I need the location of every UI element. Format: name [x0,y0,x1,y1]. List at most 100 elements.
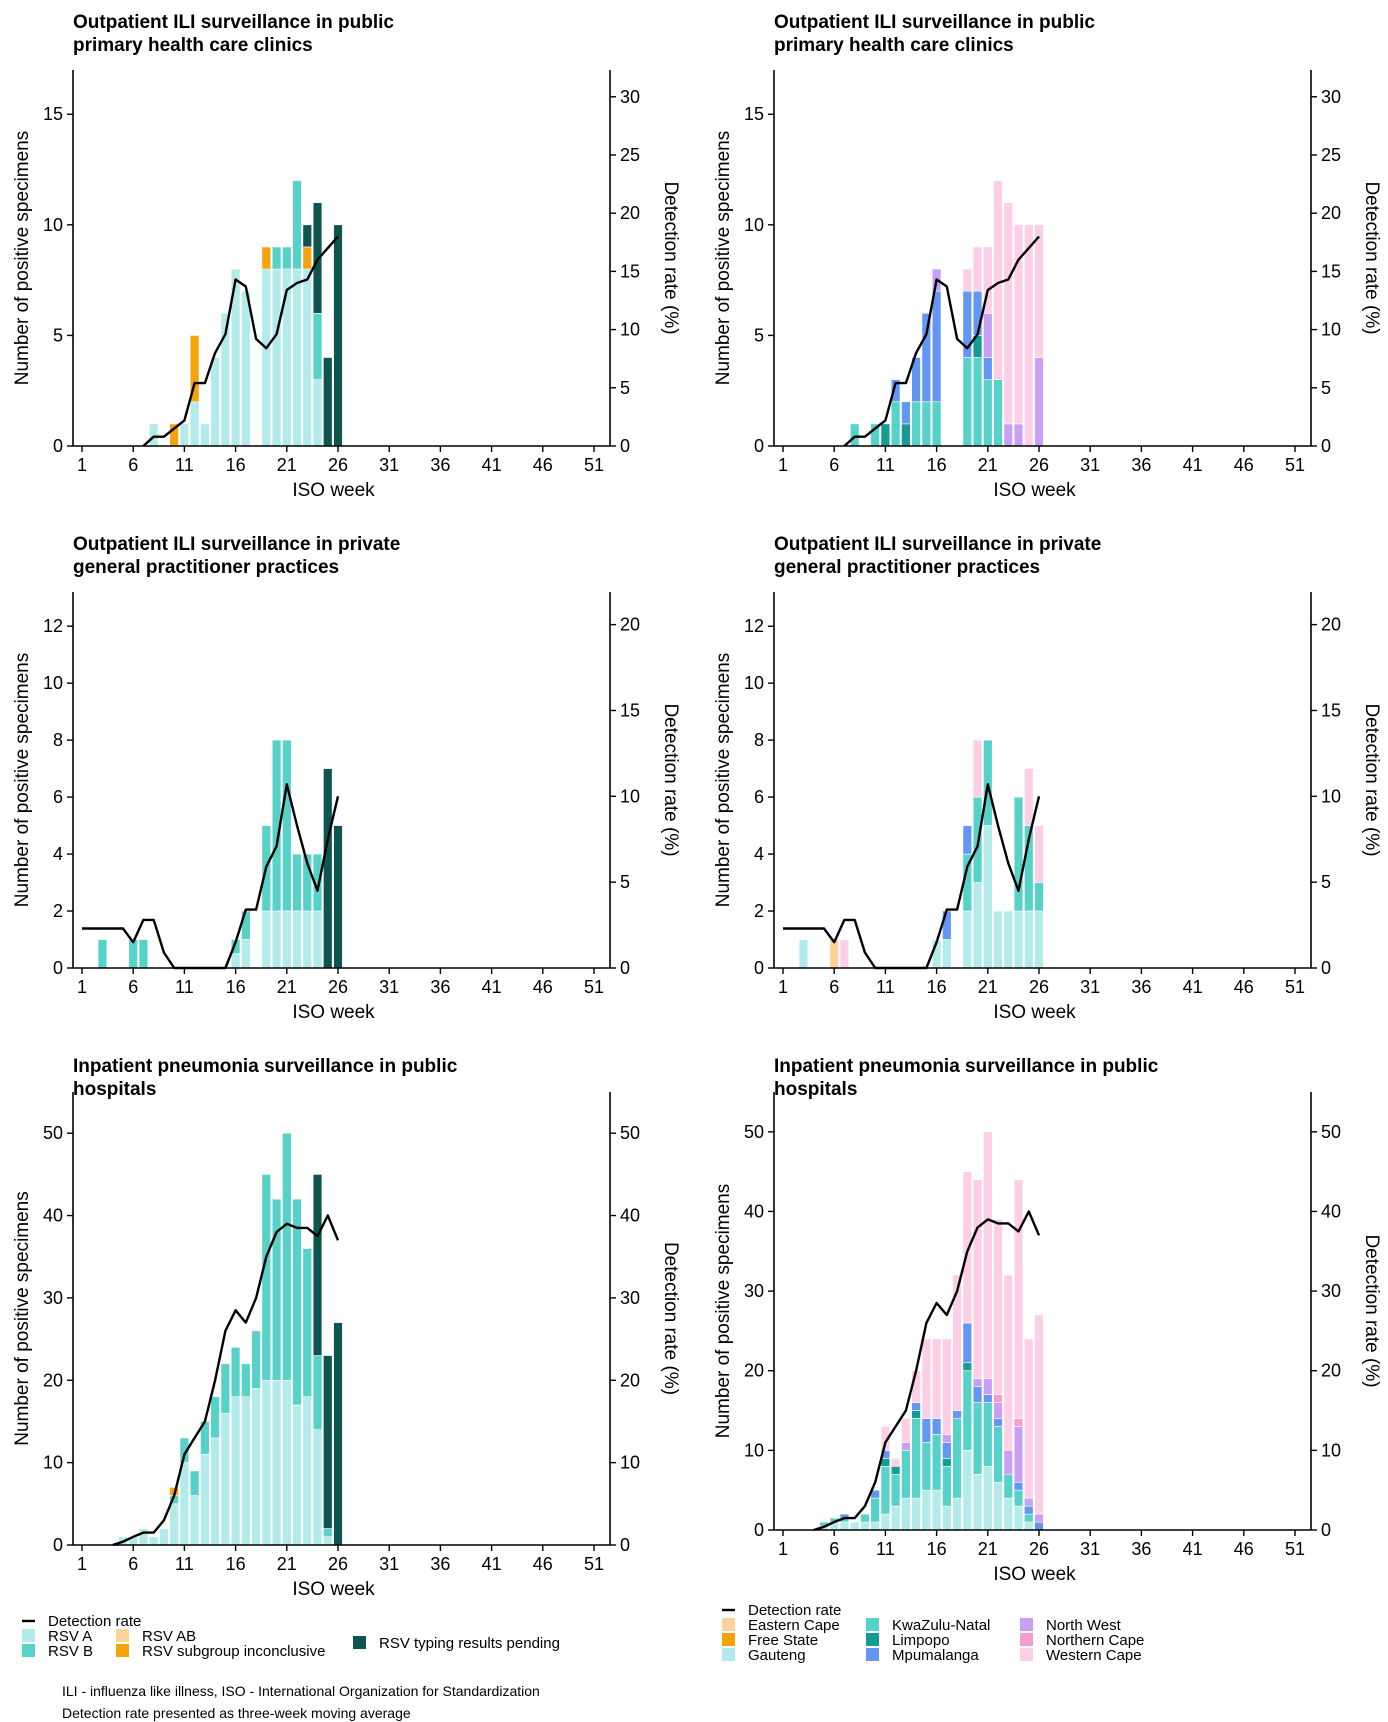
bar-gauteng-week-17 [942,1505,952,1531]
bar-rsv-a-week-18 [251,1388,261,1546]
bar-rsv-a-week-7 [138,1528,149,1546]
bar-mpumalanga-week-19 [962,1322,973,1364]
chart-title: Outpatient ILI surveillance in private ge… [73,534,400,578]
bar-mpumalanga-week-24 [1013,1481,1024,1491]
bar-rsv-a-week-14 [210,357,220,447]
y2-tick-label: 20 [620,615,640,635]
bar-rsv-subgroup-inconclusive-week-12 [189,335,200,403]
legend-swatch-rsv-typing-results-pending [353,1636,366,1649]
footnote-moving-average: Detection rate presented as three-week m… [62,1705,411,1721]
x-axis-label: ISO week [292,1002,375,1023]
legend-item-label: KwaZulu-Natal [892,1617,990,1634]
y2-axis-label: Detection rate (%) [1361,181,1382,334]
x-tick-label: 26 [328,1554,348,1574]
bar-rsv-a-week-12 [189,401,200,447]
chart-title: Inpatient pneumonia surveillance in publ… [73,1056,458,1100]
bar-western-cape-week-23 [1003,1274,1013,1451]
bar-rsv-b-week-17 [241,1363,251,1398]
bar-mpumalanga-week-21 [983,357,993,380]
x-tick-label: 51 [584,455,604,475]
bar-mpumalanga-week-15 [921,312,932,403]
chart-title-line: hospitals [774,1079,857,1100]
y2-tick-label: 20 [1321,1361,1341,1381]
bar-kwazulu-natal-week-16 [931,401,942,447]
bar-mpumalanga-week-17 [942,1442,952,1459]
bar-mpumalanga-week-14 [911,1402,921,1411]
bar-western-cape-week-19 [962,268,973,292]
bar-western-cape-week-16 [931,1338,942,1419]
y2-tick-label: 0 [1321,1520,1331,1540]
bar-rsv-typing-results-pending-week-25 [323,357,333,447]
bar-kwazulu-natal-week-11 [880,1465,891,1515]
bar-western-cape-week-24 [1013,224,1024,425]
bar-rsv-typing-results-pending-week-26 [333,224,343,447]
chart-title: Outpatient ILI surveillance in public pri… [73,12,394,56]
y2-tick-label: 5 [1321,872,1331,892]
y-tick-label: 0 [53,436,63,456]
bar-western-cape-week-24 [1013,1179,1024,1419]
legend-swatch-rsv-b [22,1644,35,1657]
y-axis-label: Number of positive specimens [12,653,33,908]
chart-hosp-province: Inpatient pneumonia surveillance in publ… [713,1056,1382,1585]
x-tick-label: 46 [1234,1539,1254,1559]
bar-gauteng-week-24 [1013,1505,1024,1531]
bar-gauteng-week-23 [1003,910,1013,969]
bar-north-west-week-22 [993,1402,1003,1419]
bar-rsv-a-week-22 [292,1404,302,1546]
detection-rate-line [813,1210,1041,1532]
y2-tick-label: 15 [1321,700,1341,720]
bar-kwazulu-natal-week-16 [931,1434,942,1491]
x-tick-label: 6 [128,455,138,475]
x-tick-label: 6 [128,977,138,997]
chart-panels: Outpatient ILI surveillance in public pri… [12,12,1382,1600]
bar-rsv-a-week-19 [261,1379,272,1546]
x-tick-label: 36 [1131,455,1151,475]
bar-gauteng-week-9 [860,1521,870,1531]
bar-limpopo-week-14 [911,1410,921,1419]
y2-tick-label: 10 [1321,320,1341,340]
y2-tick-label: 20 [620,203,640,223]
x-tick-label: 16 [927,1539,947,1559]
y2-tick-label: 10 [620,786,640,806]
bar-gauteng-week-7 [839,1521,850,1531]
y-tick-label: 5 [754,325,764,345]
bar-mpumalanga-week-22 [993,1418,1003,1427]
bar-rsv-a-week-22 [292,268,302,447]
y-tick-label: 2 [53,901,63,921]
bar-rsv-subgroup-inconclusive-week-23 [302,246,312,270]
bar-north-west-week-13 [901,1442,911,1451]
x-tick-label: 46 [1234,455,1254,475]
bar-rsv-a-week-20 [271,1379,282,1546]
bar-north-west-week-20 [972,1378,983,1387]
x-tick-label: 31 [1080,977,1100,997]
legend-item-label: RSV typing results pending [379,1635,560,1652]
bar-rsv-a-week-10 [169,1503,179,1546]
x-axis-label: ISO week [292,1579,375,1600]
bar-kwazulu-natal-week-26 [1034,882,1044,912]
legend-item-label: RSV B [48,1643,93,1660]
y-axis-label: Number of positive specimens [713,653,734,908]
bar-north-west-week-24 [1013,423,1024,447]
bar-limpopo-week-11 [880,423,891,447]
bar-rsv-subgroup-inconclusive-week-19 [261,246,272,270]
bar-rsv-a-week-15 [220,1412,231,1546]
y-tick-label: 20 [43,1370,63,1390]
bars [849,180,1044,447]
detection-rate-line [843,235,1040,447]
legend-item-label: RSV A [48,1628,92,1645]
bar-kwazulu-natal-week-20 [972,357,983,447]
bar-gauteng-week-21 [983,825,993,969]
x-tick-label: 36 [430,977,450,997]
legend-item-label: Western Cape [1046,1647,1142,1664]
bar-rsv-b-week-11 [179,1437,190,1463]
bar-north-west-week-26 [1034,1513,1044,1523]
chart-hosp-subtype: Inpatient pneumonia surveillance in publ… [12,1056,681,1600]
bar-kwazulu-natal-week-18 [952,1418,962,1499]
y-tick-label: 10 [43,673,63,693]
bar-western-cape-week-19 [962,1171,973,1324]
y2-tick-label: 15 [1321,261,1341,281]
bar-limpopo-week-19 [962,1362,973,1372]
legend-item-label: RSV AB [142,1628,196,1645]
chart-title-line: Inpatient pneumonia surveillance in publ… [73,1056,458,1077]
legend-line-label: Detection rate [48,1613,141,1630]
